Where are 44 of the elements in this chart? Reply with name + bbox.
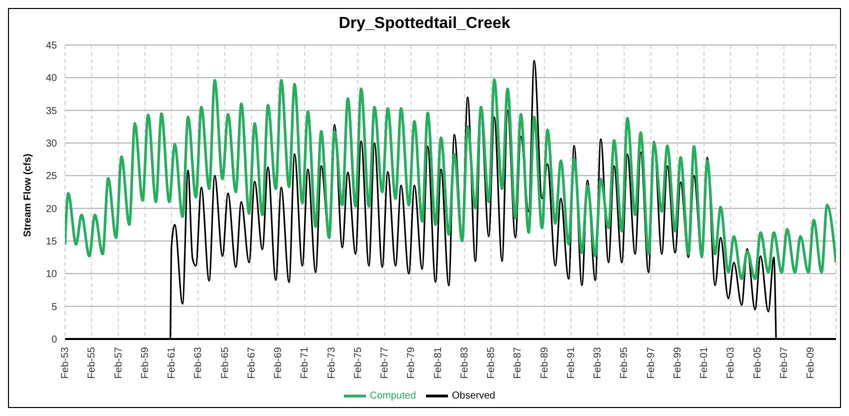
x-tick-label: Feb-69 xyxy=(273,346,284,379)
x-tick-label: Feb-75 xyxy=(352,346,364,379)
x-tick-label: Feb-73 xyxy=(326,346,338,379)
x-tick-label: Feb-97 xyxy=(646,346,657,379)
legend-label: Observed xyxy=(452,390,496,402)
chart-title: Dry_Spottedtail_Creek xyxy=(338,14,512,34)
legend-label: Computed xyxy=(370,390,416,402)
x-tick-label: Feb-91 xyxy=(566,346,577,379)
y-tick-label: 30 xyxy=(46,138,58,150)
x-tick-label: Feb-95 xyxy=(619,346,630,379)
x-tick-label: Feb-03 xyxy=(726,346,737,379)
x-tick-label: Feb-89 xyxy=(539,346,550,379)
line-series xyxy=(65,78,836,280)
x-tick-label: Feb-53 xyxy=(60,346,72,379)
x-tick-label: Feb-93 xyxy=(592,346,604,379)
x-tick-label: Feb-71 xyxy=(300,346,311,379)
y-tick-label: 0 xyxy=(51,334,58,346)
x-tick-label: Feb-09 xyxy=(806,346,817,379)
y-tick-label: 35 xyxy=(46,106,58,117)
y-tick-label: 10 xyxy=(46,269,58,280)
x-tick-label: Feb-55 xyxy=(86,346,98,379)
x-tick-label: Feb-05 xyxy=(752,346,764,379)
x-tick-label: Feb-07 xyxy=(778,346,790,379)
y-tick-label: 25 xyxy=(46,171,58,182)
x-tick-label: Feb-65 xyxy=(220,346,231,379)
y-tick-label: 45 xyxy=(46,40,58,52)
x-tick-label: Feb-87 xyxy=(512,346,524,379)
x-tick-label: Feb-63 xyxy=(193,346,204,379)
x-tick-label: Feb-59 xyxy=(140,346,151,379)
y-tick-label: 15 xyxy=(46,236,58,248)
x-tick-label: Feb-77 xyxy=(380,346,391,379)
x-tick-label: Feb-01 xyxy=(699,346,710,379)
y-tick-label: 5 xyxy=(51,302,58,313)
y-tick-label: 40 xyxy=(46,73,58,84)
x-tick-label: Feb-67 xyxy=(246,346,258,379)
x-tick-label: Feb-83 xyxy=(459,346,470,379)
x-tick-label: Feb-85 xyxy=(486,346,498,379)
x-tick-label: Feb-61 xyxy=(166,346,178,379)
x-tick-label: Feb-57 xyxy=(113,346,124,379)
y-axis-title: Stream Flow (cfs) xyxy=(22,154,34,237)
x-tick-label: Feb-99 xyxy=(672,346,684,379)
x-tick-label: Feb-79 xyxy=(406,346,418,379)
x-tick-label: Feb-81 xyxy=(432,346,444,379)
y-tick-label: 20 xyxy=(46,204,58,215)
